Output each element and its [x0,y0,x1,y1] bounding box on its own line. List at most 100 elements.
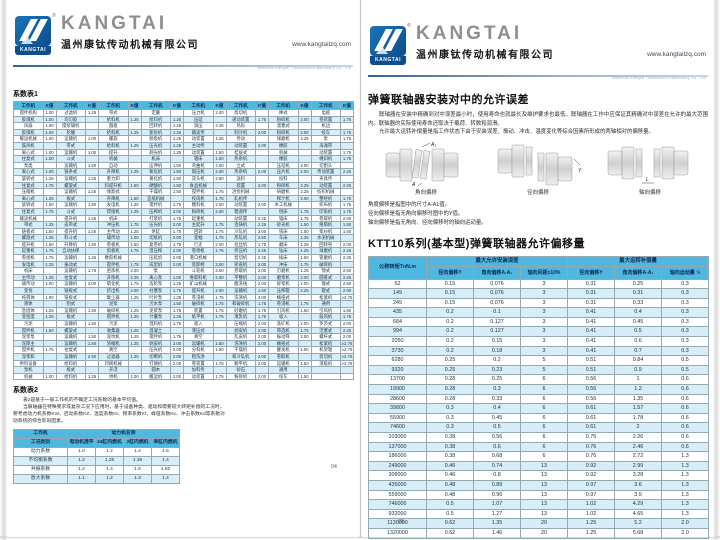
table-cell: 2.00 [297,333,312,341]
table-cell: 动装置 [225,201,256,209]
table-cell: 0.5 [661,355,710,366]
table-row: 往复式 1.50 斗式 机械 机床 辊床 1.50 热杂机 橡胶 缠斜机 1.75 [13,155,354,163]
table-cell: 20 [519,527,569,539]
table-cell: 1.75 [212,300,227,308]
table-cell: 破碎机 [310,260,341,269]
table-cell: 2.00 [340,240,354,249]
table-cell: 1.75 [255,313,269,321]
table-cell: 混凝土 [140,326,171,335]
table-cell: 2.00 [170,260,184,269]
table-cell [340,234,354,242]
page-edge-right [713,0,720,540]
table-cell: 1.50 [170,181,184,190]
table-cell: 0.38 [426,432,474,443]
table-cell: 运输机 [55,320,86,328]
table-cell: K值 [212,101,227,110]
table-cell: 工作机 [98,101,129,110]
website-link[interactable]: www.kangtailzq.com [292,41,351,48]
table-cell: 纸平机 [183,313,214,321]
table-cell: 0.92 [567,470,616,481]
table-row: 74600 0.3 0.5 6 0.61 2 0.6 [368,422,710,433]
table-cell: 升降机 [98,168,129,176]
table-cell: 2.00 [255,372,269,381]
table-cell: 压延 [183,115,214,124]
table-cell: 湿压榨 [140,247,171,256]
table-cell [127,300,142,308]
table-row: 1320000 0.62 1.46 20 1.25 5.68 2.0 [368,527,710,539]
table-row: 28600 0.28 0.33 6 0.56 1.35 0.6 [368,393,710,405]
table-cell: 1.75 [297,300,312,308]
table-cell: 电缆 [310,109,341,117]
website-link[interactable]: www.kangtailzq.com [647,51,706,58]
ktt10-offset-table: 公称转矩TnN.m 最大允许安装误差 最大运转补偿量 径向偏移Y 角向偏移A-A… [368,255,710,539]
table-cell: 砂光机 [268,221,299,229]
table-cell: 1.75 [212,313,227,321]
table-cell: 桶扭式 [268,293,299,302]
table-cell: 20 [519,518,569,529]
table-cell: 工作机 [310,101,341,110]
table-row: 泵类 运输机 1.50 自动 压伸机 1.50 弯曲机 2.00 立式 压延机 2.00 切割头 [13,161,354,170]
table-cell: 叶片泵 [140,293,171,302]
table-cell: 输送机械 [13,214,44,223]
table-cell [42,352,57,361]
table-cell: 1.00 [170,273,184,282]
table-cell: 烘机 [98,372,129,381]
page-edge-bottom [0,536,720,538]
table-cell: 液体 [13,300,44,308]
table-cell: 运输机 [225,287,256,295]
table-cell: 提升机 [13,240,44,249]
table-row: 急固体 1.25 运输机 1.50 破碎机 1.25 泥浆泵 1.75 装置 1.75 砂磨机 1.7… [13,306,354,315]
table-cell: 1.50 [85,320,99,328]
table-cell: 筛选机 [268,326,299,335]
table-cell: 泥厚主 [13,339,44,348]
table-row: 主传动 1.25 往复式 开炼机 2.25 离心泵 1.00 堆取料机 2.00 平整机 2.00 磨… [13,273,354,282]
table-cell: 给料机 [55,359,86,368]
table-cell: 1.50 [85,339,99,348]
table-cell: 卷板机 [98,240,129,249]
table-cell [340,260,354,269]
table-cell: 0.15 [426,297,474,309]
table-cell: 137000 [368,441,427,453]
table-row: 鼓风机 带式 给料机 1.25 压光机 1.25 主动传 动装置 2.00 橡胶 海滩带 [13,141,354,150]
table-cell: 0.3 [426,422,474,433]
table-cell [297,201,312,209]
table-cell: 装置 [225,181,256,190]
table-cell: 泥浆泵 [140,306,171,315]
table-cell: 2.00 [297,161,312,170]
table-cell: 1.25 [567,518,616,529]
table-cell: 提升机 [183,287,214,295]
table-cell [170,366,184,374]
table-cell: 1.25 [170,115,184,124]
table-cell [85,115,99,124]
table-cell: 脱吸机 [140,135,171,143]
table-cell: 1.75 [170,227,184,236]
table-cell: 0.6 [661,374,710,386]
table-row: 泥浆和 运输机 2.50 过滤器 1.25 切断机 2.00 粗洗涤 和冷轧机 2.00 卷取机 剪切… [13,352,354,361]
table-cell: 0.6 [473,441,521,453]
table-cell: 卷装置 [183,359,214,368]
table-cell: 0.6 [661,422,710,433]
table-cell: 2.00 [255,352,269,361]
table-cell: 切纸机 [140,234,171,242]
table-row: 污泥 运输机 1.50 污泥 混料机 1.75 吸入 压缩机 2.00 洗矿机 2.00 罗茨式 2.0… [13,320,354,328]
table-cell: 印染机 [310,207,341,216]
table-cell: 辊道传 [225,207,256,216]
table-cell [212,326,227,335]
table-cell: K值 [340,101,354,110]
table-cell [85,194,99,203]
table-cell: 1.50 [297,306,312,315]
diagram-angular-offset: A₁ A 角向偏移 [376,141,476,196]
table-cell: 剪切机 [225,254,256,262]
table-cell: 0.7 [614,345,663,357]
table-cell [297,339,312,348]
table-cell: 圆木 [140,366,171,374]
table-cell: 0.33 [614,297,663,309]
table-cell: 1.25 [85,254,99,262]
table-cell: 往复式 [13,181,44,190]
table-cell [42,161,57,170]
table-cell: 动装置 [310,181,341,190]
table-row: 39800 0.3 0.4 6 0.61 1.57 0.6 [368,403,710,414]
table-cell: 泥坑机 [98,333,129,341]
table-cell: 急固体 [13,306,44,315]
table-cell: 引风机 [310,306,341,315]
